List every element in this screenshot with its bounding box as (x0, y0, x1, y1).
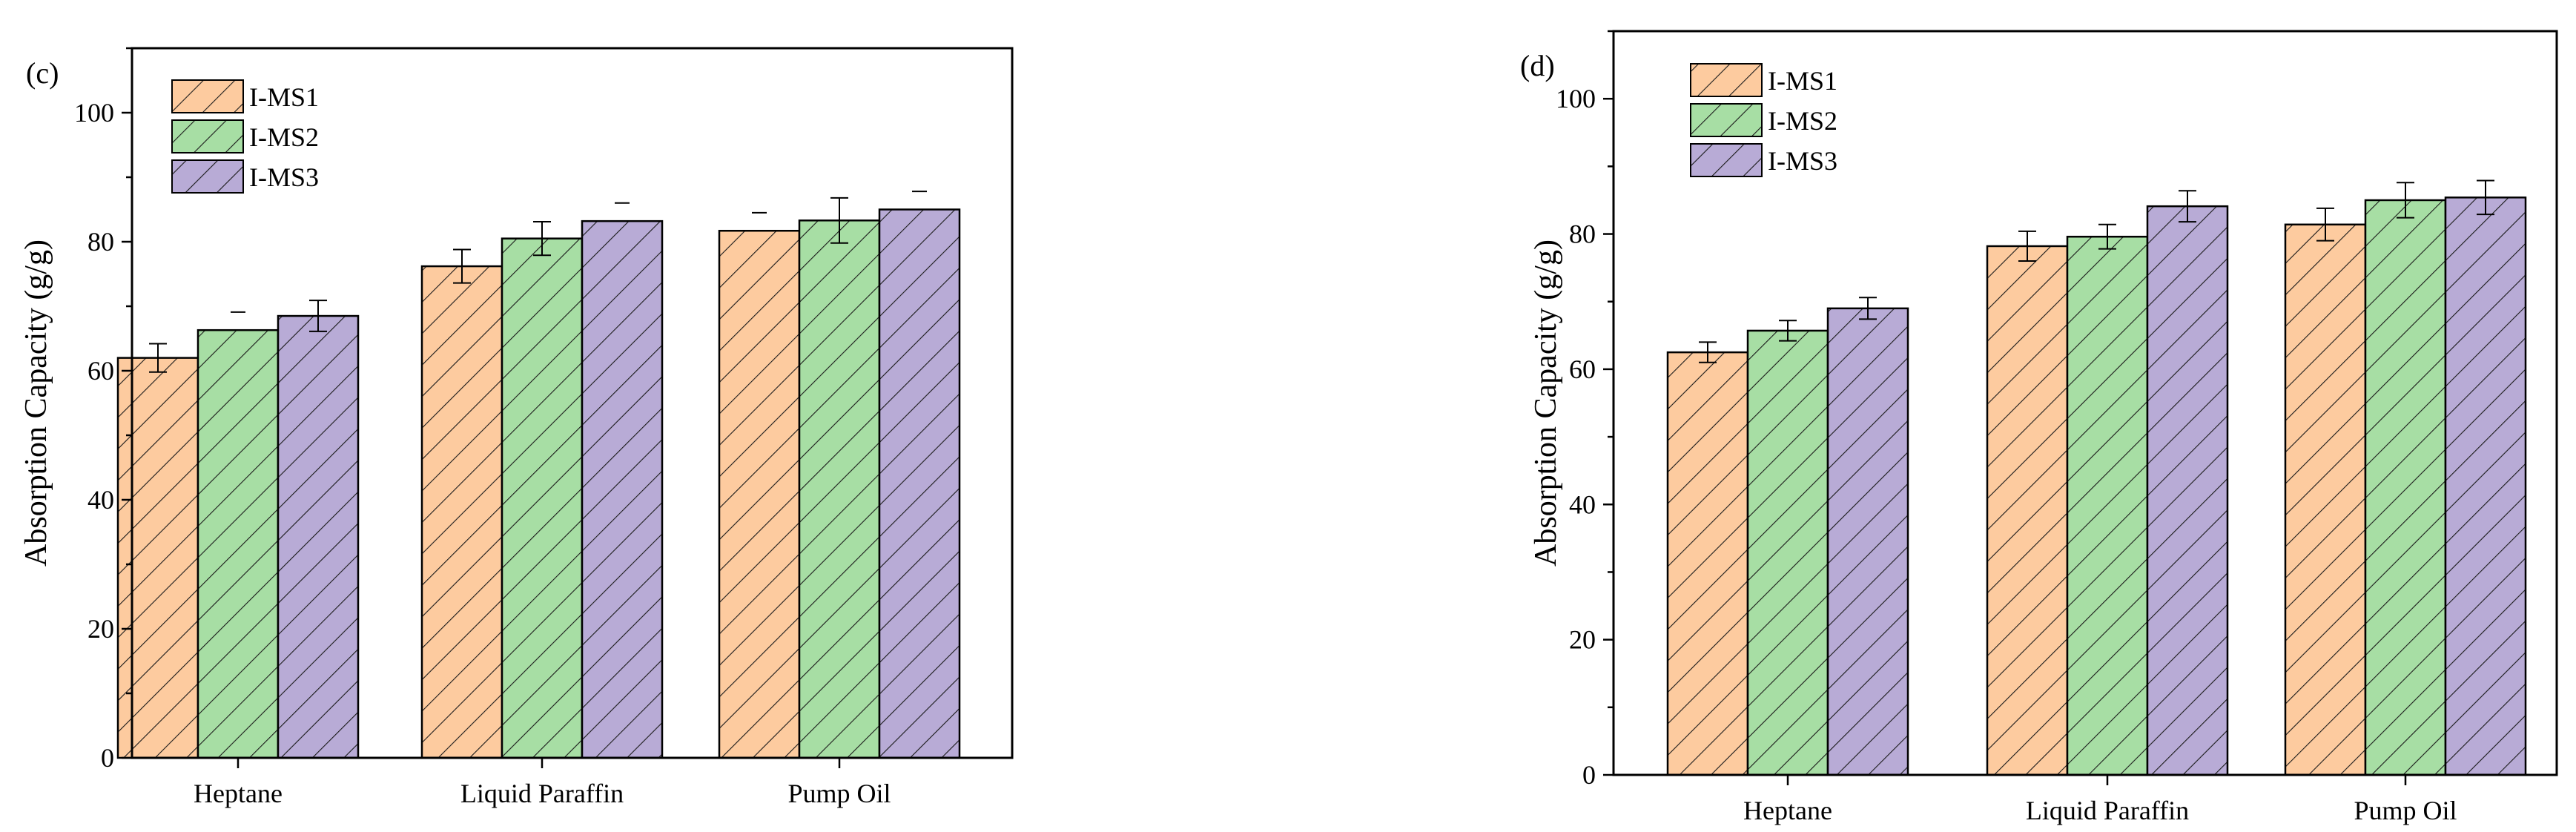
bar-i-ms2-liquid-paraffin (501, 237, 584, 759)
bar-i-ms3-liquid-paraffin (581, 219, 664, 759)
y-tick-label: 100 (1556, 84, 1596, 113)
legend: I-MS1 I-MS2 I-MS3 (1690, 63, 1837, 177)
y-tick-label: 100 (74, 98, 114, 128)
x-category-label: Pump Oil (787, 779, 891, 808)
y-tick-label: 80 (1569, 219, 1596, 249)
legend-swatch-i-ms1 (1690, 63, 1763, 97)
y-axis-title: Absorption Capacity (g/g) (19, 240, 53, 567)
legend-label-i-ms3: I-MS3 (1768, 146, 1837, 176)
plot-frame (131, 47, 1014, 759)
legend-swatch-i-ms2 (1690, 103, 1763, 137)
x-category-label: Liquid Paraffin (460, 779, 624, 808)
error-bar (2179, 190, 2196, 223)
legend-swatch-i-ms1 (171, 79, 244, 113)
panel-label: (c) (26, 56, 59, 90)
bar-i-ms3-liquid-paraffin (2146, 205, 2229, 776)
y-axis-title: Absorption Capacity (g/g) (1529, 240, 1563, 567)
bar-i-ms1-pump-oil (2284, 223, 2367, 776)
error-bar (2397, 182, 2414, 219)
bar-i-ms3-heptane (277, 314, 360, 759)
x-category-label: Liquid Paraffin (2026, 796, 2189, 825)
bar-i-ms1-liquid-paraffin (1986, 245, 2069, 776)
bar-i-ms3-pump-oil (2444, 197, 2527, 776)
y-tick-label: 60 (1569, 354, 1596, 384)
y-tick-label: 40 (1569, 489, 1596, 519)
error-bar (309, 300, 327, 332)
bar-i-ms2-pump-oil (798, 219, 881, 759)
error-bar (2316, 207, 2334, 242)
y-tick-label: 80 (87, 227, 114, 257)
chart-panel-d: 0 20 40 60 80 100 Heptane Liquid Paraffin Pump O… (1520, 30, 2558, 825)
legend-label-i-ms2: I-MS2 (249, 122, 319, 152)
bar-i-ms1-pump-oil (718, 229, 801, 759)
panel-label: (d) (1520, 49, 1555, 82)
error-bar (1699, 341, 1717, 363)
bar-i-ms3-pump-oil (878, 208, 961, 759)
bar-i-ms2-liquid-paraffin (2066, 235, 2149, 776)
x-category-label: Pump Oil (2354, 796, 2457, 825)
error-bar (2018, 230, 2036, 263)
plot-frame (1612, 30, 2558, 776)
y-tick-label: 0 (1582, 760, 1596, 790)
legend-swatch-i-ms3 (171, 159, 244, 194)
chart-panel-c: 0 20 40 60 80 100 Heptane Liquid Paraffin Pump O… (19, 47, 1014, 808)
bar-i-ms2-heptane (196, 328, 280, 759)
y-tick-label: 40 (87, 485, 114, 515)
legend-label-i-ms2: I-MS2 (1768, 106, 1837, 136)
bar-i-ms1-liquid-paraffin (420, 265, 503, 759)
error-bar (1779, 320, 1797, 342)
legend-label-i-ms3: I-MS3 (249, 162, 319, 192)
y-tick-label: 20 (1569, 625, 1596, 655)
x-category-label: Heptane (194, 779, 283, 808)
bar-i-ms1-heptane (116, 357, 199, 759)
bar-i-ms2-heptane (1746, 329, 1829, 776)
bar-i-ms3-heptane (1826, 307, 1909, 776)
error-bar (149, 343, 167, 373)
y-tick-label: 20 (87, 614, 114, 644)
bar-i-ms1-heptane (1666, 351, 1749, 776)
x-category-label: Heptane (1743, 796, 1832, 825)
legend-swatch-i-ms2 (171, 119, 244, 153)
legend-label-i-ms1: I-MS1 (249, 82, 319, 112)
legend: I-MS1 I-MS2 I-MS3 (171, 79, 319, 194)
legend-label-i-ms1: I-MS1 (1768, 66, 1837, 96)
error-bar (453, 248, 471, 284)
error-bar (2098, 223, 2116, 250)
error-bar (533, 221, 551, 257)
error-bar (830, 197, 848, 244)
error-bar (1859, 297, 1877, 320)
legend-swatch-i-ms3 (1690, 143, 1763, 177)
y-tick-label: 60 (87, 356, 114, 386)
y-tick-label: 0 (101, 743, 114, 773)
error-bar (2477, 179, 2494, 216)
bar-i-ms2-pump-oil (2364, 199, 2447, 776)
